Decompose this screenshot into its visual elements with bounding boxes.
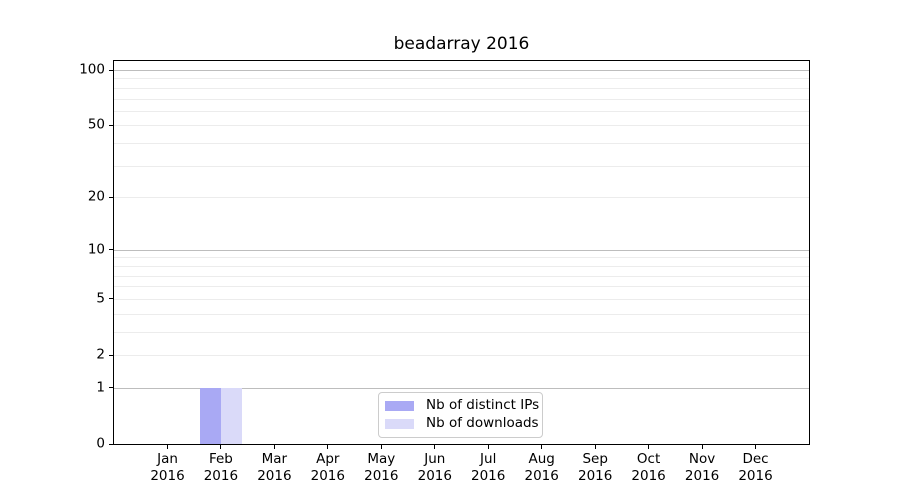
x-tick-month: Apr — [316, 451, 340, 467]
x-tick-year: 2016 — [684, 468, 720, 484]
x-tick-mark — [327, 445, 329, 449]
y-tick-mark — [109, 354, 113, 356]
minor-gridline — [114, 313, 809, 315]
x-tick-year: 2016 — [417, 468, 452, 484]
x-tick-month: May — [367, 451, 396, 467]
x-tick-month: Jul — [480, 451, 497, 467]
minor-gridline — [114, 298, 809, 300]
x-tick-mark — [755, 445, 756, 449]
x-tick-mark — [648, 445, 650, 449]
minor-gridline — [114, 286, 809, 288]
x-tick-month: Jun — [424, 451, 446, 467]
x-tick-year: 2016 — [524, 468, 559, 484]
plot-area: Nb of distinct IPs Nb of downloads — [113, 60, 810, 445]
y-tick-label: 20 — [87, 188, 105, 205]
x-tick-label: Jan 2016 — [136, 451, 200, 485]
x-tick-mark — [167, 445, 168, 449]
x-tick-month: Aug — [528, 451, 555, 467]
x-tick-year: 2016 — [310, 468, 345, 484]
y-tick-label: 50 — [87, 116, 105, 133]
x-tick-label: Nov 2016 — [670, 451, 734, 485]
legend-swatch-distinct-ips — [385, 401, 414, 411]
minor-gridline — [114, 87, 809, 89]
x-tick-year: 2016 — [738, 468, 773, 484]
x-tick-month: Nov — [688, 451, 716, 467]
chart-title: beadarray 2016 — [393, 34, 530, 54]
minor-gridline — [114, 165, 809, 167]
y-tick-label: 5 — [96, 290, 105, 307]
x-tick-mark — [273, 445, 275, 449]
legend-label-downloads: Nb of downloads — [426, 415, 539, 432]
minor-gridline — [114, 265, 809, 267]
minor-gridline — [114, 257, 809, 259]
x-tick-label: Aug 2016 — [510, 451, 574, 485]
legend-entry-downloads: Nb of downloads — [385, 415, 539, 433]
y-tick-mark — [109, 124, 113, 126]
x-tick-label: Jun 2016 — [403, 451, 467, 485]
x-tick-month: Mar — [261, 451, 288, 467]
x-tick-mark — [541, 445, 543, 449]
y-tick-label: 0 — [96, 435, 105, 452]
x-tick-year: 2016 — [257, 468, 292, 484]
y-tick-mark — [109, 387, 113, 389]
y-tick-mark — [109, 298, 113, 300]
x-tick-month: Sep — [582, 451, 608, 467]
y-tick-label: 10 — [87, 240, 105, 257]
y-tick-mark — [109, 443, 113, 445]
x-tick-label: Sep 2016 — [563, 451, 627, 485]
minor-gridline — [114, 275, 809, 277]
x-tick-mark — [487, 445, 489, 449]
major-gridline — [114, 249, 809, 251]
y-tick-mark — [109, 69, 113, 71]
minor-gridline — [114, 331, 809, 333]
x-tick-year: 2016 — [364, 468, 399, 484]
x-tick-month: Jan — [157, 451, 178, 467]
x-tick-year: 2016 — [203, 468, 239, 484]
minor-gridline — [114, 355, 809, 356]
x-tick-label: Jul 2016 — [456, 451, 520, 485]
x-tick-label: Dec 2016 — [724, 451, 788, 485]
y-tick-mark — [109, 196, 113, 198]
y-tick-label: 1 — [96, 379, 105, 396]
legend-label-distinct-ips: Nb of distinct IPs — [426, 397, 540, 414]
y-tick-label: 100 — [79, 61, 105, 78]
minor-gridline — [114, 143, 809, 145]
x-tick-label: May 2016 — [349, 451, 413, 485]
bar-distinct-ips — [199, 387, 221, 444]
minor-gridline — [114, 197, 809, 199]
x-tick-label: Feb 2016 — [189, 451, 253, 485]
x-tick-month: Feb — [208, 451, 233, 467]
legend-entry-distinct-ips: Nb of distinct IPs — [385, 397, 540, 415]
x-tick-month: Dec — [742, 451, 769, 467]
minor-gridline — [114, 125, 809, 127]
major-gridline — [114, 387, 809, 389]
x-tick-year: 2016 — [471, 468, 506, 484]
legend-swatch-downloads — [385, 419, 414, 429]
x-tick-label: Apr 2016 — [296, 451, 360, 485]
x-tick-year: 2016 — [631, 468, 666, 484]
minor-gridline — [114, 78, 809, 80]
major-gridline — [114, 70, 809, 71]
y-tick-label: 2 — [96, 346, 105, 363]
x-tick-mark — [220, 445, 222, 449]
x-tick-label: Mar 2016 — [242, 451, 306, 485]
x-tick-label: Oct 2016 — [617, 451, 681, 485]
x-tick-year: 2016 — [150, 468, 185, 484]
legend: Nb of distinct IPs Nb of downloads — [378, 392, 543, 438]
x-tick-year: 2016 — [578, 468, 613, 484]
x-tick-mark — [594, 445, 596, 449]
x-tick-mark — [434, 445, 436, 449]
y-tick-mark — [109, 249, 113, 251]
x-tick-mark — [380, 445, 382, 449]
bar-downloads — [220, 387, 243, 444]
minor-gridline — [114, 110, 809, 112]
minor-gridline — [114, 98, 809, 100]
x-tick-mark — [701, 445, 703, 449]
x-tick-month: Oct — [636, 451, 661, 467]
